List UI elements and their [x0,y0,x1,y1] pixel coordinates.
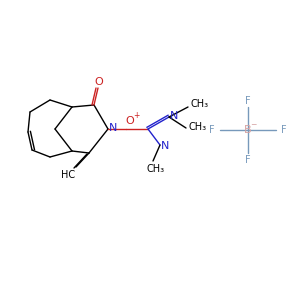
Text: O: O [126,116,134,126]
Text: N: N [109,123,117,133]
Text: O: O [94,77,103,87]
Text: CH₃: CH₃ [189,122,207,132]
Text: F: F [209,125,215,135]
Text: +: + [133,112,139,121]
Text: CH₃: CH₃ [191,99,209,109]
Text: −: − [250,121,256,130]
Text: N: N [161,141,169,151]
Text: F: F [245,155,251,165]
Text: F: F [245,96,251,106]
Text: HC: HC [61,170,75,180]
Text: F: F [281,125,287,135]
Text: B: B [244,125,252,135]
Text: CH₃: CH₃ [147,164,165,174]
Text: N: N [170,111,178,121]
